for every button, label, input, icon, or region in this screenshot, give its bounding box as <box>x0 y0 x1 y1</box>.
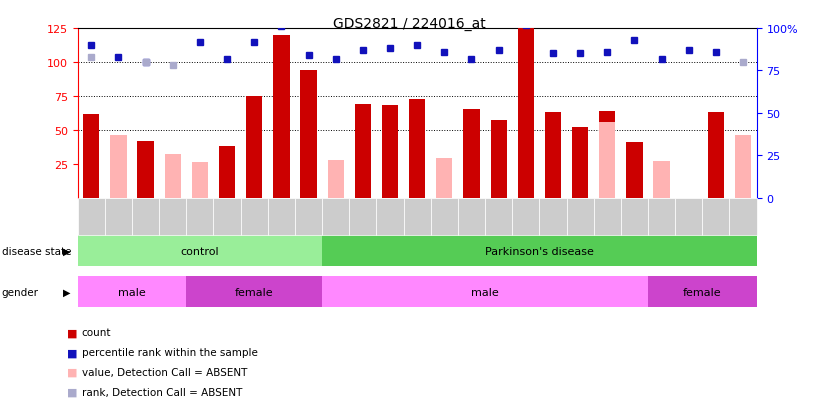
Text: value, Detection Call = ABSENT: value, Detection Call = ABSENT <box>82 367 247 377</box>
Text: percentile rank within the sample: percentile rank within the sample <box>82 347 258 357</box>
Bar <box>164 155 181 198</box>
Text: male: male <box>471 287 499 297</box>
Text: count: count <box>82 328 111 337</box>
Bar <box>599 122 615 198</box>
Bar <box>83 114 100 198</box>
Bar <box>654 161 670 198</box>
Bar <box>627 143 643 198</box>
Bar <box>463 110 479 198</box>
Text: control: control <box>181 246 219 256</box>
Bar <box>191 163 208 198</box>
Bar <box>382 106 398 198</box>
Text: ■: ■ <box>67 367 78 377</box>
Text: ▶: ▶ <box>63 246 71 256</box>
Bar <box>735 136 751 198</box>
Bar <box>545 113 561 198</box>
Text: gender: gender <box>2 287 38 297</box>
Bar <box>110 136 127 198</box>
Bar <box>708 113 724 198</box>
Text: male: male <box>118 287 146 297</box>
Bar <box>355 105 371 198</box>
Bar <box>273 36 290 198</box>
Bar <box>491 121 507 198</box>
Text: Parkinson's disease: Parkinson's disease <box>485 246 594 256</box>
Text: female: female <box>683 287 721 297</box>
Bar <box>572 128 588 198</box>
Text: ■: ■ <box>67 328 78 337</box>
Bar <box>300 71 317 198</box>
Bar <box>327 160 344 198</box>
Text: rank, Detection Call = ABSENT: rank, Detection Call = ABSENT <box>82 387 242 397</box>
Bar <box>436 159 452 198</box>
Bar <box>137 141 154 198</box>
Bar <box>246 97 263 198</box>
Text: female: female <box>235 287 273 297</box>
Bar <box>219 147 236 198</box>
Bar <box>599 112 615 198</box>
Text: disease state: disease state <box>2 246 71 256</box>
Bar <box>518 29 534 198</box>
Bar <box>409 100 425 198</box>
Text: GDS2821 / 224016_at: GDS2821 / 224016_at <box>333 17 485 31</box>
Text: ■: ■ <box>67 347 78 357</box>
Text: ▶: ▶ <box>63 287 71 297</box>
Text: ■: ■ <box>67 387 78 397</box>
